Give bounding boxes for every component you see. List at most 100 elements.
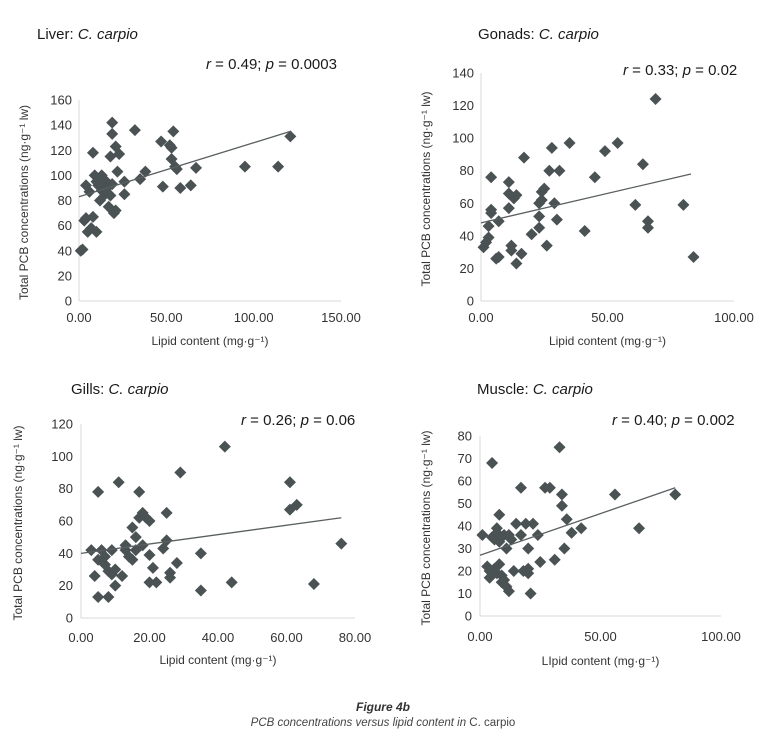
chart-title-tissue: Muscle: xyxy=(477,381,533,398)
data-point xyxy=(85,544,98,557)
data-point xyxy=(74,244,87,257)
y-tick-label: 120 xyxy=(51,417,73,432)
x-axis-label: Lipid content (mg·g⁻¹) xyxy=(151,334,268,348)
data-point xyxy=(102,590,115,603)
data-point xyxy=(164,566,177,579)
data-point xyxy=(85,222,98,235)
data-point xyxy=(535,194,548,207)
y-tick-label: 60 xyxy=(458,474,472,489)
data-point xyxy=(143,548,156,561)
data-point xyxy=(92,179,105,192)
data-point xyxy=(93,194,106,207)
data-point xyxy=(505,244,518,257)
x-tick-label: 0.00 xyxy=(467,629,492,644)
data-point xyxy=(143,515,156,527)
data-point xyxy=(118,188,131,201)
data-point xyxy=(79,179,92,192)
p-value: = 0.06 xyxy=(308,412,356,429)
data-point xyxy=(106,116,119,129)
data-point xyxy=(488,533,501,546)
y-tick-label: 120 xyxy=(452,98,474,113)
data-point xyxy=(543,164,556,177)
y-tick-label: 80 xyxy=(59,481,73,496)
data-point xyxy=(629,198,642,211)
data-point xyxy=(79,212,92,225)
data-point xyxy=(558,542,571,555)
y-tick-label: 0 xyxy=(66,611,73,626)
data-point xyxy=(492,215,505,228)
data-point xyxy=(502,529,515,541)
data-point xyxy=(498,529,511,541)
data-point xyxy=(522,562,535,575)
trend-line xyxy=(78,130,291,198)
gonads-chart-title: Gonads: C. carpio xyxy=(478,26,599,43)
data-point xyxy=(78,214,91,227)
x-tick-label: 0.00 xyxy=(468,310,493,325)
p-value: = 0.02 xyxy=(690,62,738,79)
data-point xyxy=(109,204,122,217)
data-point xyxy=(493,558,506,571)
liver-chart-title: Liver: C. carpio xyxy=(37,26,138,43)
data-point xyxy=(155,135,168,148)
data-point xyxy=(575,522,588,535)
data-point xyxy=(522,542,535,555)
x-tick-label: 40.00 xyxy=(202,630,235,645)
data-point xyxy=(109,140,122,153)
data-point xyxy=(533,197,546,210)
data-point xyxy=(517,565,530,577)
figure-caption-species: C. carpio xyxy=(469,717,516,729)
liver-correlation-annotation: r = 0.49; p = 0.0003 xyxy=(206,56,337,73)
data-point xyxy=(98,550,111,563)
data-point xyxy=(160,534,173,547)
data-point xyxy=(184,179,197,192)
data-point xyxy=(113,148,126,161)
data-point xyxy=(128,124,141,137)
data-point xyxy=(83,185,96,198)
data-point xyxy=(194,584,207,597)
chart-title-species: C. carpio xyxy=(532,381,593,398)
data-point xyxy=(92,485,105,498)
data-point xyxy=(490,522,503,535)
x-tick-label: 100.00 xyxy=(714,310,754,325)
r-symbol: r xyxy=(612,412,617,429)
y-tick-label: 20 xyxy=(59,578,73,593)
r-symbol: r xyxy=(623,62,628,79)
chart-title-species: C. carpio xyxy=(538,26,599,43)
trend-line xyxy=(480,173,692,224)
data-point xyxy=(611,137,624,150)
data-point xyxy=(522,567,535,580)
data-point xyxy=(505,239,518,252)
x-tick-label: 60.00 xyxy=(270,630,303,645)
y-axis-label: Total PCB concentrations (ng·g⁻¹ lw) xyxy=(419,91,433,286)
data-point xyxy=(126,553,139,566)
y-tick-label: 70 xyxy=(458,451,472,466)
x-tick-label: 100.00 xyxy=(234,310,274,325)
data-point xyxy=(92,590,105,603)
data-point xyxy=(485,203,498,216)
data-point xyxy=(290,498,303,511)
data-point xyxy=(112,476,125,489)
data-point xyxy=(283,476,296,489)
data-point xyxy=(76,243,89,256)
x-tick-label: 20.00 xyxy=(133,630,166,645)
data-point xyxy=(109,579,122,592)
r-value: = 0.33; xyxy=(628,62,683,79)
data-point xyxy=(104,150,117,163)
data-point xyxy=(100,181,113,194)
data-point xyxy=(550,213,563,226)
data-point xyxy=(133,485,146,498)
data-point xyxy=(109,563,122,576)
data-point xyxy=(510,257,523,270)
data-point xyxy=(95,544,108,557)
data-point xyxy=(553,441,566,454)
data-point xyxy=(531,529,544,541)
y-tick-label: 0 xyxy=(65,294,72,309)
y-tick-label: 0 xyxy=(467,294,474,309)
y-tick-label: 20 xyxy=(458,564,472,579)
data-point xyxy=(97,178,110,191)
data-point xyxy=(139,165,152,178)
data-point xyxy=(90,225,103,238)
muscle-chart-title: Muscle: C. carpio xyxy=(477,381,593,398)
data-point xyxy=(99,188,112,201)
data-point xyxy=(495,576,508,589)
